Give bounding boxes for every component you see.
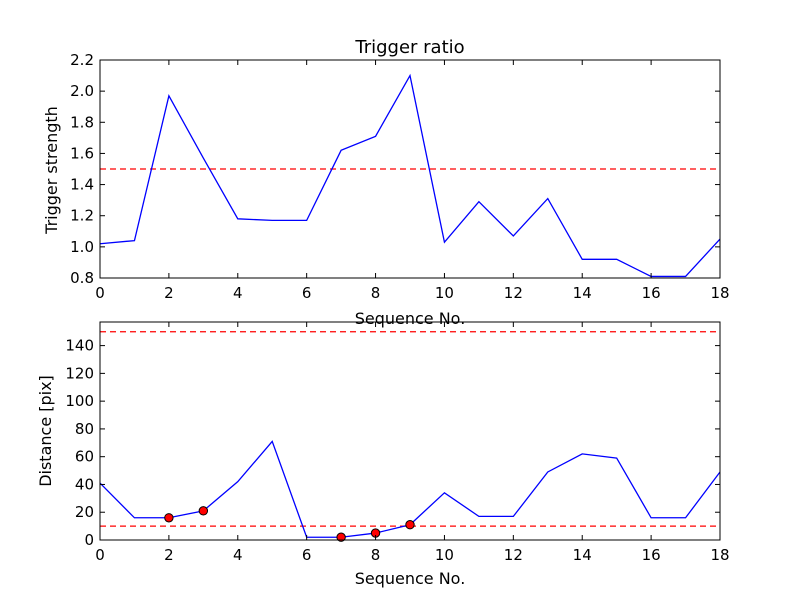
top-chart-x-tick-label: 10 <box>435 284 454 302</box>
bottom-plot-area: 0 2 4 6 8 10 12 14 16 18 0 20 40 60 80 100 120 140 <box>65 321 730 564</box>
bottom-chart-marker-point <box>336 532 346 542</box>
top-chart-y-tick-label: 2.2 <box>70 51 94 69</box>
bottom-chart-x-tick-label: 12 <box>504 546 523 564</box>
top-chart-x-tick-label: 8 <box>371 284 381 302</box>
bottom-chart-marker-point <box>198 506 209 516</box>
top-chart-x-tick-label: 14 <box>573 284 592 302</box>
top-chart-y-tick-label: 0.8 <box>70 269 94 287</box>
bottom-chart-x-tick-label: 0 <box>95 546 105 564</box>
bottom-chart-x-tick-label: 8 <box>371 546 381 564</box>
top-chart-y-tick-label: 1.0 <box>70 238 94 256</box>
top-chart-x-tick-label: 6 <box>302 284 312 302</box>
top-chart-x-tick-label: 12 <box>504 284 523 302</box>
bottom-chart-x-tick-label: 16 <box>642 546 661 564</box>
bottom-chart-xlabel: Sequence No. <box>355 569 466 588</box>
bottom-chart-y-tick-label: 0 <box>84 531 94 549</box>
top-chart-x-tick-label: 0 <box>95 284 105 302</box>
top-chart-x-tick-label: 2 <box>164 284 174 302</box>
bottom-chart-y-tick-label: 40 <box>75 475 94 493</box>
bottom-chart-y-tick-label: 20 <box>75 503 94 521</box>
bottom-chart-y-tick-label: 100 <box>65 392 94 410</box>
bottom-chart-y-tick-label: 60 <box>75 448 94 466</box>
top-chart-xlabel: Sequence No. <box>355 309 466 328</box>
bottom-chart-x-tick-label: 14 <box>573 546 592 564</box>
top-chart-y-tick-label: 1.8 <box>70 113 94 131</box>
bottom-chart-y-tick-label: 140 <box>65 337 94 355</box>
bottom-chart-ylabel: Distance [pix] <box>36 375 55 487</box>
top-chart-axes-frame <box>99 59 721 279</box>
bottom-chart-x-tick-label: 2 <box>164 546 174 564</box>
top-chart-x-tick-label: 16 <box>642 284 661 302</box>
bottom-chart-x-tick-label: 18 <box>710 546 729 564</box>
top-chart-y-tick-label: 1.6 <box>70 144 94 162</box>
top-chart-y-tick-label: 1.4 <box>70 176 94 194</box>
bottom-chart-x-tick-label: 10 <box>435 546 454 564</box>
top-plot-area: 0 2 4 6 8 10 12 14 16 18 0.8 1.0 1.2 1.4 1.6 1.8 2.0 2.2 <box>70 51 729 302</box>
top-chart-y-tick-label: 1.2 <box>70 207 94 225</box>
bottom-chart-y-tick-label: 80 <box>75 420 94 438</box>
bottom-chart-marker-point <box>405 520 415 530</box>
top-chart-ylabel: Trigger strength <box>42 106 61 235</box>
bottom-chart-marker-point <box>164 513 174 523</box>
top-chart-y-tick-label: 2.0 <box>70 82 94 100</box>
bottom-chart-x-tick-label: 6 <box>302 546 312 564</box>
bottom-chart-x-tick-label: 4 <box>233 546 243 564</box>
top-chart-x-tick-label: 4 <box>233 284 243 302</box>
bottom-chart-axes-frame <box>99 321 721 541</box>
top-chart-series-line <box>99 73 721 278</box>
top-chart-title: Trigger ratio <box>354 37 464 58</box>
bottom-chart-y-tick-label: 120 <box>65 364 94 382</box>
top-chart-x-tick-label: 18 <box>710 284 729 302</box>
